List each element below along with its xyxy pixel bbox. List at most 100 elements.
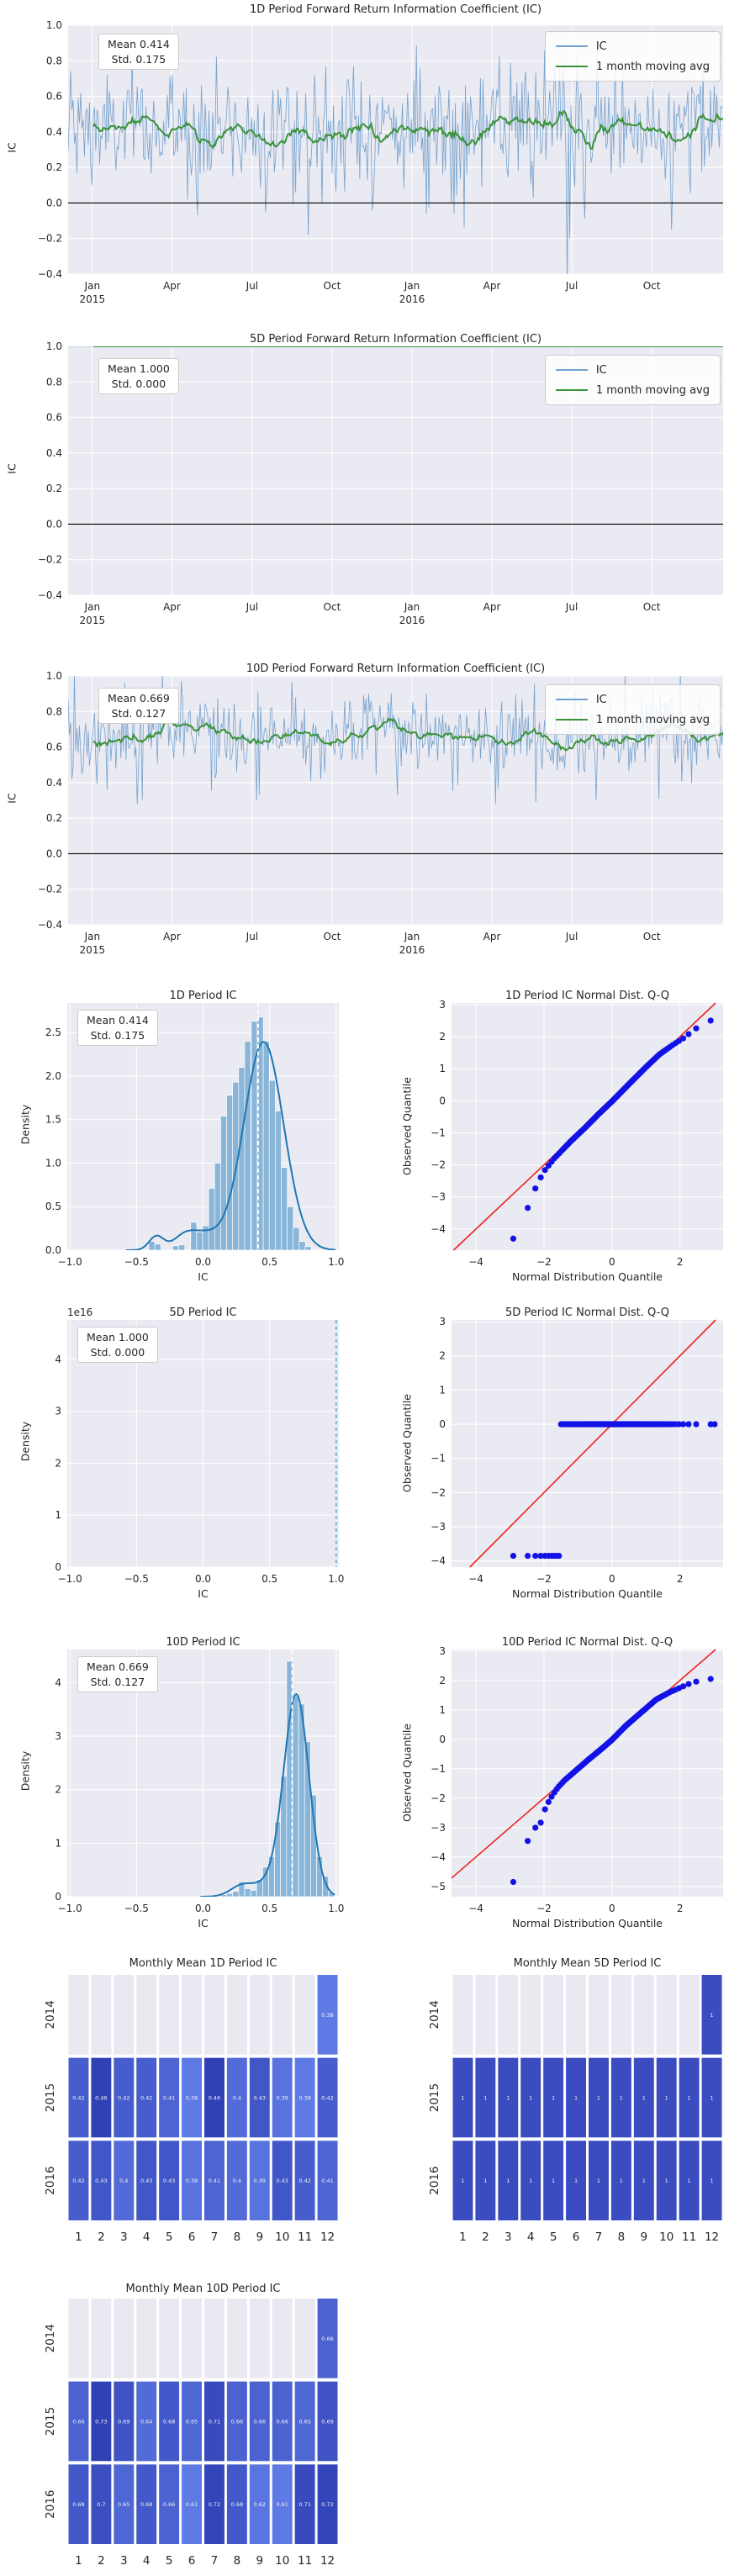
qq-xlabel: Normal Distribution Quantile bbox=[512, 1270, 663, 1283]
svg-text:1: 1 bbox=[574, 2177, 578, 2184]
legend-label: IC bbox=[595, 40, 607, 53]
svg-text:0.43: 0.43 bbox=[276, 2177, 288, 2184]
svg-text:7: 7 bbox=[211, 2554, 219, 2568]
svg-text:0.43: 0.43 bbox=[95, 2177, 107, 2184]
legend-item-ic: IC bbox=[555, 360, 710, 380]
svg-text:−3: −3 bbox=[431, 1521, 446, 1533]
svg-text:Oct: Oct bbox=[643, 601, 661, 613]
svg-text:1: 1 bbox=[597, 2177, 600, 2184]
svg-text:6: 6 bbox=[573, 2230, 580, 2244]
chart-ts-5d: 5D Period Forward Return Information Coe… bbox=[0, 321, 729, 651]
ma-line-sample bbox=[555, 718, 588, 721]
svg-text:7: 7 bbox=[595, 2230, 603, 2244]
svg-text:−0.5: −0.5 bbox=[124, 1256, 149, 1268]
svg-text:2014: 2014 bbox=[44, 2000, 57, 2029]
chart-title: 5D Period Forward Return Information Coe… bbox=[249, 333, 542, 346]
svg-text:Oct: Oct bbox=[324, 280, 341, 292]
svg-text:2015: 2015 bbox=[44, 2407, 57, 2436]
stats-annotation: Mean 0.669 Std. 0.127 bbox=[77, 1656, 158, 1692]
svg-text:3: 3 bbox=[120, 2230, 128, 2244]
qq-plot: 3 2 1 0 −1 −2 −3 −4 −5 −4 −2 0 2 bbox=[0, 1626, 729, 1949]
mean-stat: Mean 1.000 bbox=[108, 362, 170, 375]
svg-text:11: 11 bbox=[298, 2554, 312, 2568]
svg-text:11: 11 bbox=[682, 2230, 696, 2244]
svg-text:1: 1 bbox=[439, 1063, 446, 1074]
svg-text:9: 9 bbox=[256, 2554, 263, 2568]
svg-text:1: 1 bbox=[461, 2095, 464, 2102]
svg-text:0.8: 0.8 bbox=[46, 55, 62, 66]
svg-text:3: 3 bbox=[120, 2554, 128, 2568]
svg-text:0.38: 0.38 bbox=[321, 2012, 333, 2019]
svg-text:2: 2 bbox=[55, 1784, 61, 1796]
svg-text:0.4: 0.4 bbox=[119, 2177, 128, 2184]
svg-text:2015: 2015 bbox=[80, 293, 106, 305]
ic-line-sample bbox=[555, 45, 588, 47]
svg-text:4: 4 bbox=[143, 2230, 151, 2244]
hist-title: 5D Period IC bbox=[169, 1306, 237, 1319]
heatmap-10d: 0.66 2014 0.66 0.73 0.69 0.64 0.68 0.65 0.71 0.66… bbox=[0, 2272, 729, 2576]
svg-text:0.64: 0.64 bbox=[140, 2419, 152, 2426]
svg-text:2015: 2015 bbox=[428, 2083, 441, 2112]
svg-text:−2: −2 bbox=[536, 1256, 552, 1268]
row-heatmaps-1d-5d: Monthly Mean 1D Period IC Monthly Mean 5… bbox=[0, 1949, 729, 2272]
svg-text:3: 3 bbox=[55, 1730, 61, 1742]
svg-text:1: 1 bbox=[688, 2095, 691, 2102]
svg-text:2016: 2016 bbox=[399, 293, 425, 305]
svg-text:−0.2: −0.2 bbox=[38, 884, 62, 895]
qq-plot: 3 2 1 0 −1 −2 −3 −4 −4 −2 0 2 bbox=[0, 979, 729, 1296]
svg-text:0: 0 bbox=[439, 1734, 446, 1745]
svg-text:1: 1 bbox=[461, 2177, 464, 2184]
svg-text:2015: 2015 bbox=[80, 615, 106, 626]
heatmap-title: Monthly Mean 10D Period IC bbox=[125, 2283, 281, 2295]
svg-text:0.8: 0.8 bbox=[46, 705, 62, 717]
legend-label: 1 month moving avg bbox=[595, 60, 710, 73]
heatmap-title: Monthly Mean 5D Period IC bbox=[513, 1957, 662, 1970]
svg-text:10: 10 bbox=[275, 2230, 289, 2244]
svg-text:−2: −2 bbox=[431, 1486, 446, 1498]
svg-text:Jan: Jan bbox=[404, 280, 420, 292]
svg-text:1: 1 bbox=[597, 2095, 600, 2102]
svg-text:2016: 2016 bbox=[44, 2489, 57, 2518]
svg-text:Jul: Jul bbox=[246, 931, 258, 942]
svg-text:1: 1 bbox=[75, 2554, 82, 2568]
ma-line-sample bbox=[555, 388, 588, 392]
svg-text:2015: 2015 bbox=[80, 944, 106, 956]
svg-text:0: 0 bbox=[609, 1256, 615, 1268]
svg-text:0.38: 0.38 bbox=[298, 2095, 310, 2102]
svg-text:0.65: 0.65 bbox=[186, 2419, 198, 2426]
svg-text:0.65: 0.65 bbox=[118, 2501, 129, 2508]
svg-text:0.43: 0.43 bbox=[140, 2177, 152, 2184]
stats-annotation: Mean 0.414 Std. 0.175 bbox=[77, 1010, 158, 1046]
hist-ylabel: Density bbox=[18, 1421, 32, 1462]
svg-text:1: 1 bbox=[506, 2095, 510, 2102]
heatmap-title: Monthly Mean 1D Period IC bbox=[129, 1957, 277, 1970]
svg-text:Apr: Apr bbox=[483, 280, 501, 292]
legend: IC 1 month moving avg bbox=[544, 31, 721, 82]
svg-text:0.5: 0.5 bbox=[261, 1573, 277, 1585]
svg-text:1: 1 bbox=[642, 2177, 646, 2184]
svg-text:0: 0 bbox=[439, 1095, 446, 1106]
svg-text:0: 0 bbox=[55, 1561, 61, 1573]
svg-text:Jan: Jan bbox=[404, 601, 420, 613]
svg-text:0.4: 0.4 bbox=[233, 2095, 241, 2102]
qq-svg: 3 2 1 0 −1 −2 −3 −4 −4 −2 0 2 bbox=[431, 1316, 723, 1585]
svg-text:Apr: Apr bbox=[163, 280, 181, 292]
svg-text:−0.2: −0.2 bbox=[38, 554, 62, 566]
svg-text:3: 3 bbox=[439, 999, 446, 1011]
svg-text:2016: 2016 bbox=[44, 2166, 57, 2194]
y-axis-label: IC bbox=[5, 142, 18, 153]
legend-item-ic: IC bbox=[555, 689, 710, 710]
legend: IC 1 month moving avg bbox=[544, 684, 721, 735]
svg-text:0.41: 0.41 bbox=[321, 2177, 333, 2184]
svg-text:0.2: 0.2 bbox=[46, 483, 62, 494]
stats-annotation: Mean 0.414 Std. 0.175 bbox=[98, 34, 179, 70]
svg-text:0.66: 0.66 bbox=[231, 2419, 243, 2426]
svg-text:Apr: Apr bbox=[163, 601, 181, 613]
svg-text:10: 10 bbox=[659, 2230, 674, 2244]
svg-text:Oct: Oct bbox=[643, 931, 661, 942]
svg-text:7: 7 bbox=[211, 2230, 219, 2244]
svg-text:−0.4: −0.4 bbox=[38, 589, 62, 601]
legend-item-ma: 1 month moving avg bbox=[555, 380, 710, 400]
svg-text:1.0: 1.0 bbox=[45, 1157, 61, 1169]
